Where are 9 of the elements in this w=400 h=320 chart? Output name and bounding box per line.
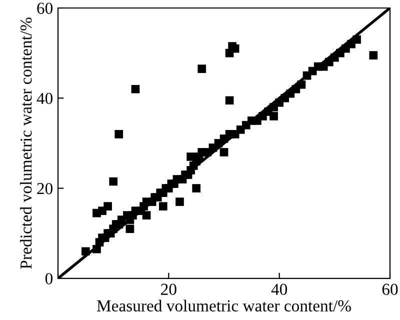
x-axis-title: Measured volumetric water content/%: [96, 300, 351, 312]
x-tick-label: 20: [161, 284, 176, 295]
x-tick-label: 60: [382, 284, 398, 295]
x-tick-label: 40: [271, 284, 288, 295]
y-tick-label: 20: [37, 182, 53, 194]
y-tick-label: 40: [36, 92, 53, 104]
y-axis-title: Predicted volumetric water content/%: [20, 18, 32, 269]
y-tick-label: 0: [45, 273, 53, 284]
y-tick-label: 60: [37, 2, 53, 14]
